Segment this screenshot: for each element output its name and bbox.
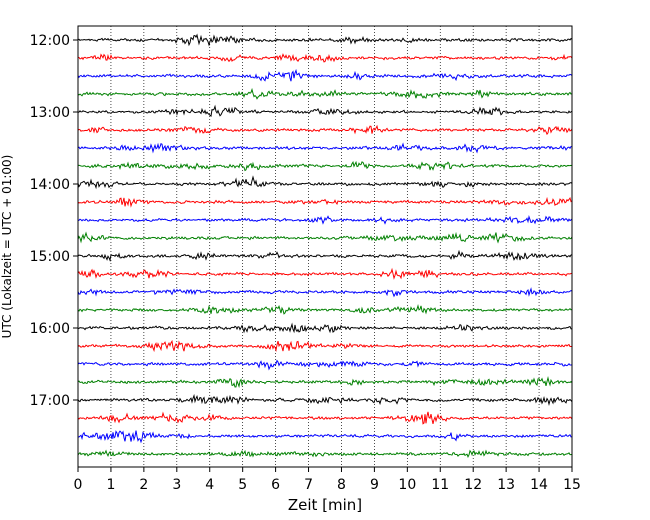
trace-1600 (77, 322, 573, 334)
trace-group (77, 33, 573, 459)
trace-1715 (77, 411, 573, 425)
x-tick-label: 4 (205, 477, 214, 493)
trace-1345 (77, 160, 573, 172)
trace-1430 (77, 215, 573, 225)
y-tick-label: 12:00 (30, 33, 70, 49)
y-tick-label: 15:00 (30, 249, 70, 265)
x-tick-label: 13 (497, 477, 515, 493)
trace-1330 (77, 142, 573, 154)
y-axis-ticks: 12:00 13:00 14:00 15:00 16:00 17:00 (30, 33, 78, 409)
trace-1745 (77, 449, 573, 459)
x-tick-label: 5 (238, 477, 247, 493)
trace-1515 (77, 267, 573, 280)
y-tick-label: 14:00 (30, 177, 70, 193)
trace-1300 (77, 104, 573, 117)
y-tick-label: 17:00 (30, 393, 70, 409)
trace-1245 (77, 87, 573, 100)
x-tick-label: 2 (139, 477, 148, 493)
y-tick-label: 13:00 (30, 105, 70, 121)
trace-1730 (77, 430, 572, 444)
x-tick-label: 1 (106, 477, 115, 493)
x-tick-label: 7 (304, 477, 313, 493)
x-tick-label: 10 (398, 477, 416, 493)
x-tick-label: 0 (74, 477, 83, 493)
trace-1400 (77, 175, 573, 190)
plot-frame (77, 25, 573, 468)
trace-1545 (77, 303, 573, 315)
trace-1215 (77, 53, 573, 63)
x-axis-label: Zeit [min] (288, 496, 362, 514)
trace-1530 (77, 287, 573, 298)
trace-1500 (77, 249, 573, 263)
trace-1415 (77, 196, 573, 208)
trace-1700 (77, 393, 573, 407)
trace-1615 (77, 339, 573, 353)
trace-1645 (77, 376, 573, 389)
y-axis-label: UTC (Lokalzeit = UTC + 01:00) (0, 155, 14, 339)
x-tick-label: 8 (337, 477, 346, 493)
trace-1445 (77, 231, 573, 244)
y-tick-label: 16:00 (30, 321, 70, 337)
x-tick-label: 11 (431, 477, 449, 493)
x-tick-label: 15 (563, 477, 581, 493)
trace-1200 (77, 33, 573, 47)
x-tick-label: 3 (172, 477, 181, 493)
x-tick-label: 9 (370, 477, 379, 493)
x-tick-label: 12 (464, 477, 482, 493)
x-tick-label: 14 (530, 477, 548, 493)
trace-1630 (77, 359, 573, 371)
x-axis-ticks: 0 1 2 3 4 5 6 7 8 9 10 11 12 13 14 15 (74, 467, 581, 493)
x-tick-label: 6 (271, 477, 280, 493)
trace-1230 (77, 68, 573, 82)
trace-1315 (77, 124, 573, 136)
